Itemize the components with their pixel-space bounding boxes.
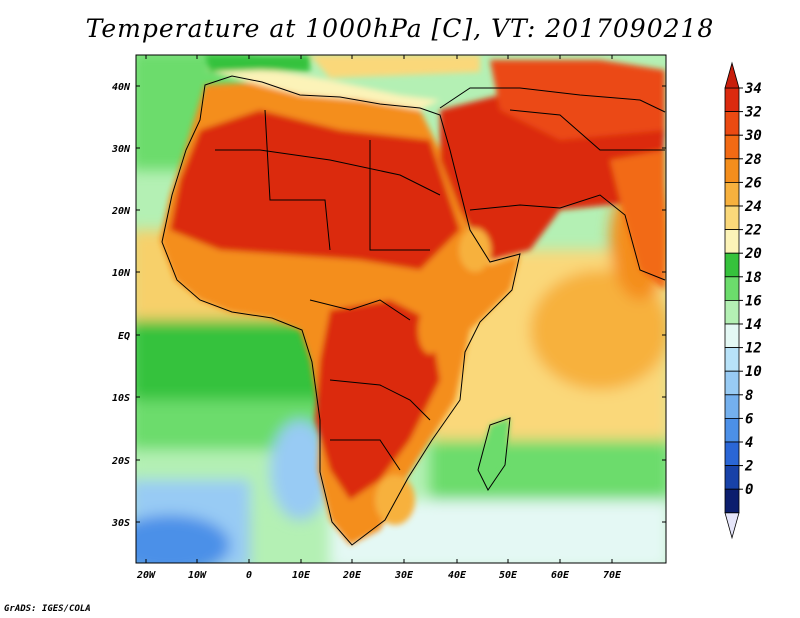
- colorbar-top-arrow: [724, 61, 740, 89]
- lon-tick-label: 40E: [448, 570, 467, 581]
- colorbar-label: 24: [744, 199, 762, 215]
- temperature-field: [136, 55, 666, 563]
- lon-tick-label: 70E: [603, 570, 622, 581]
- colorbar-swatch: [724, 465, 740, 490]
- balkans-field: [310, 55, 480, 78]
- benguela-current: [270, 420, 330, 520]
- credit-label: GrADS: IGES/COLA: [4, 604, 91, 614]
- border-line-1: [215, 149, 441, 196]
- lon-tick-label: 30E: [394, 570, 414, 581]
- lon-tick-label: 10E: [292, 570, 311, 581]
- border-line-6: [330, 439, 401, 471]
- lat-tick-label: 30N: [111, 144, 131, 155]
- colorbar-swatch: [724, 158, 740, 183]
- colorbar-swatch: [724, 252, 740, 278]
- colorbar-swatch: [724, 181, 740, 207]
- colorbar-label: 0: [745, 482, 753, 498]
- middle-east-coastline: [439, 87, 666, 113]
- lat-tick-label: EQ: [118, 331, 130, 342]
- madagascar-landmass: [478, 418, 510, 490]
- southern-africa-hot-core: [315, 300, 440, 500]
- border-line-3: [369, 140, 430, 251]
- lat-tick-label: 10S: [112, 393, 130, 404]
- colorbar-label: 20: [744, 246, 762, 262]
- southern-europe-field: [205, 55, 310, 72]
- lat-tick-label: 40N: [112, 82, 131, 93]
- arabian-sea-coast: [469, 194, 666, 281]
- india-field: [610, 150, 665, 290]
- border-line-5: [329, 379, 431, 421]
- colorbar-label: 26: [744, 175, 762, 191]
- atlantic-green-band: [136, 320, 330, 400]
- southeast-africa-cooler: [375, 475, 415, 525]
- colorbar-swatch: [724, 370, 740, 396]
- colorbar-swatch: [724, 229, 740, 254]
- ethiopian-highlands: [459, 228, 491, 272]
- colorbar-label: 18: [745, 270, 762, 286]
- colorbar-swatch: [724, 276, 740, 301]
- lon-tick-label: 20W: [136, 570, 156, 581]
- colorbar-label: 2: [744, 459, 753, 475]
- country-borders: [161, 75, 666, 546]
- colorbar-swatch: [724, 441, 740, 467]
- colorbar-swatch: [724, 134, 740, 160]
- lon-tick-label: 50E: [499, 570, 518, 581]
- colorbar-label: 12: [745, 341, 762, 357]
- colorbar-swatch: [724, 111, 740, 136]
- middle-east-field: [490, 60, 665, 140]
- colorbar-bottom-arrow: [724, 512, 740, 540]
- colorbar-label: 10: [745, 364, 762, 380]
- colorbar-swatch: [724, 323, 740, 349]
- colorbar-label: 8: [745, 388, 753, 404]
- border-line-7: [509, 109, 665, 151]
- colorbar-label: 16: [745, 293, 762, 309]
- colorbar-swatch: [724, 417, 740, 443]
- colorbar-label: 22: [744, 223, 762, 239]
- lon-tick-label: 0: [246, 570, 252, 581]
- lon-tick-label: 10W: [188, 570, 207, 581]
- colorbar-label: 4: [745, 435, 753, 451]
- lat-tick-label: 20N: [111, 206, 131, 217]
- colorbar-label: 14: [745, 317, 762, 333]
- east-african-highlands: [418, 306, 442, 354]
- axis-ticks: 20W 10W 0 10E 20E 30E 40E 50E 60E 70E 40N 30N 20N 10N…: [111, 55, 666, 581]
- colorbar-swatch: [724, 347, 740, 372]
- colorbar-swatch: [724, 394, 740, 419]
- lat-tick-label: 10N: [112, 268, 131, 279]
- plot-frame: [135, 54, 667, 564]
- border-line-2: [264, 109, 331, 251]
- southern-ocean-cold: [136, 515, 230, 563]
- lon-tick-label: 60E: [551, 570, 570, 581]
- lat-tick-label: 20S: [111, 456, 130, 467]
- colorbar-swatch: [724, 299, 740, 325]
- colorbar-swatch: [724, 205, 740, 231]
- map-title: Temperature at 1000hPa [C], VT: 20170902…: [85, 14, 715, 43]
- colorbar-swatch: [724, 87, 740, 113]
- lat-tick-label: 30S: [111, 518, 130, 529]
- border-line-4: [309, 299, 411, 321]
- madagascar-coastline: [477, 417, 511, 491]
- lon-tick-label: 20E: [342, 570, 362, 581]
- indian-ocean-hot: [530, 270, 666, 390]
- africa-coastline: [161, 75, 521, 546]
- colorbar-label: 32: [744, 105, 762, 121]
- mediterranean-sea: [205, 68, 440, 110]
- colorbar-swatch: [724, 488, 740, 514]
- colorbar-label: 30: [744, 128, 762, 144]
- colorbar-label: 28: [744, 152, 762, 168]
- colorbar-label: 6: [745, 411, 753, 427]
- colorbar-label: 34: [744, 81, 762, 97]
